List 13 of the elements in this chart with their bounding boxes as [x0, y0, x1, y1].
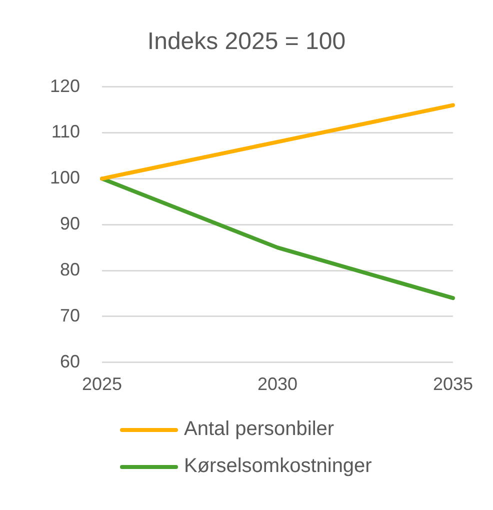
y-tick-label: 60	[60, 351, 80, 372]
y-tick-label: 80	[60, 260, 80, 280]
y-tick-label: 70	[60, 305, 80, 326]
y-tick-label: 110	[51, 122, 80, 142]
x-tick-label: 2025	[82, 374, 122, 394]
chart-title: Indeks 2025 = 100	[147, 28, 346, 56]
y-tick-label: 120	[50, 76, 80, 96]
legend-label: Kørselsomkostninger	[184, 455, 372, 478]
y-tick-label: 100	[50, 168, 80, 188]
y-tick-label: 90	[60, 214, 80, 234]
legend-label: Antal personbiler	[184, 418, 334, 441]
x-tick-label: 2035	[432, 374, 473, 394]
x-tick-label: 2030	[257, 374, 298, 394]
